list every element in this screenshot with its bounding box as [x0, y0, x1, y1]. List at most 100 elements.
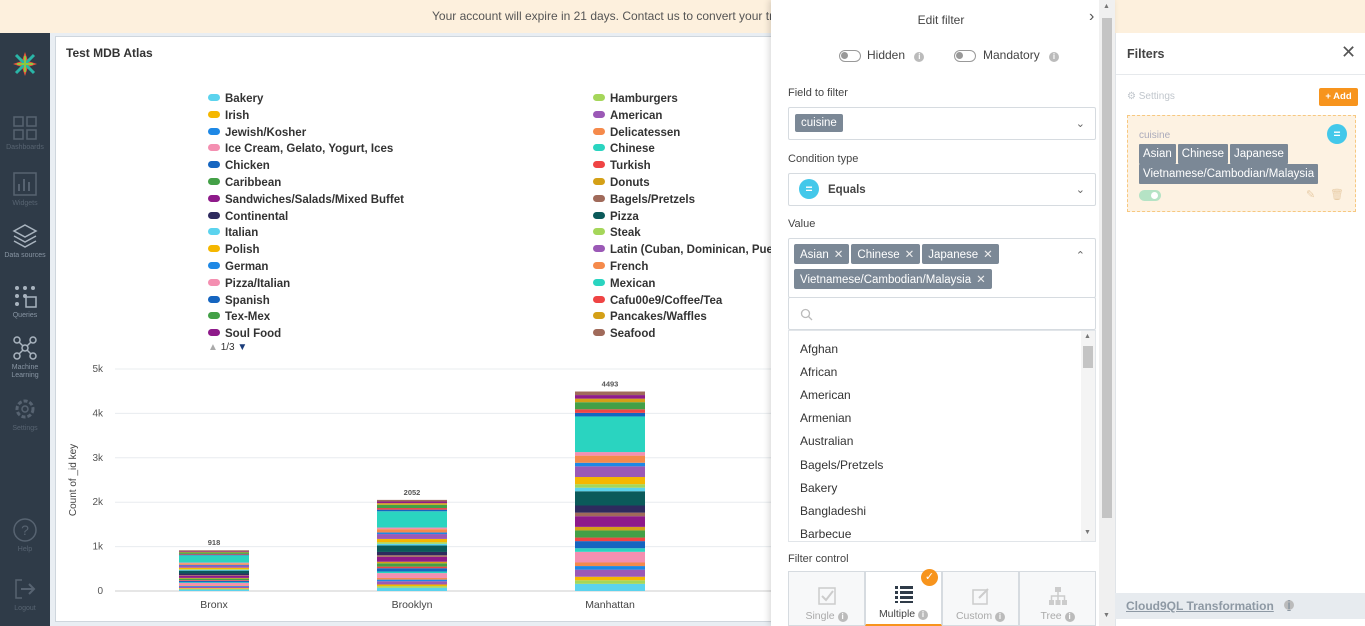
filter-card-toggle[interactable]	[1139, 190, 1161, 201]
cloud9ql-transformation-link[interactable]: Cloud9QL Transformation	[1126, 599, 1274, 613]
remove-chip-icon[interactable]: ✕	[976, 274, 986, 286]
control-single[interactable]: Single i	[788, 571, 865, 626]
legend-item[interactable]: French	[593, 260, 648, 277]
legend-item[interactable]: Caribbean	[208, 176, 281, 193]
nav-widgets[interactable]: Widgets	[0, 171, 50, 208]
hidden-toggle[interactable]	[839, 50, 861, 62]
info-icon[interactable]: i	[837, 612, 848, 622]
add-filter-button[interactable]: + Add	[1319, 88, 1358, 106]
nav-logout[interactable]: Logout	[0, 576, 50, 613]
control-tree[interactable]: Tree i	[1019, 571, 1096, 626]
info-icon[interactable]: i	[918, 610, 929, 620]
control-multiple[interactable]: Multiple i ✓	[865, 569, 942, 626]
legend-item[interactable]: Ice Cream, Gelato, Yogurt, Ices	[208, 142, 393, 159]
legend-item[interactable]: Donuts	[593, 176, 650, 193]
legend-item[interactable]: Continental	[208, 210, 288, 227]
legend-item[interactable]: Sandwiches/Salads/Mixed Buffet	[208, 193, 404, 210]
bar-value-label: 4493	[602, 380, 619, 389]
legend-item[interactable]: German	[208, 260, 268, 277]
legend-item[interactable]: Irish	[208, 109, 249, 126]
option-item[interactable]: Barbecue	[800, 526, 852, 541]
option-item[interactable]: American	[800, 388, 851, 403]
mandatory-toggle[interactable]	[954, 50, 976, 62]
legend-item[interactable]: Chinese	[593, 142, 655, 159]
close-icon[interactable]: ✕	[1341, 42, 1357, 62]
legend-item[interactable]: Seafood	[593, 327, 655, 344]
option-scroll-thumb[interactable]	[1083, 346, 1093, 368]
control-custom[interactable]: Custom i	[942, 571, 1019, 626]
legend-item[interactable]: Italian	[208, 226, 258, 243]
chevron-down-icon[interactable]: ⌄	[1075, 117, 1085, 130]
legend-item[interactable]: American	[593, 109, 662, 126]
legend-label: Chinese	[610, 143, 655, 156]
option-item[interactable]: Australian	[800, 434, 854, 449]
option-item[interactable]: Bangladeshi	[800, 503, 867, 518]
legend-item[interactable]: Pizza	[593, 210, 639, 227]
scroll-up-icon[interactable]: ▲	[1103, 3, 1110, 10]
remove-chip-icon[interactable]: ✕	[833, 249, 844, 261]
legend-item[interactable]: Hamburgers	[593, 92, 678, 109]
legend-item[interactable]: Pancakes/Waffles	[593, 310, 707, 327]
mandatory-label: Mandatory i	[983, 48, 1060, 62]
condition-select[interactable]: = Equals ⌄	[788, 173, 1096, 206]
chevron-up-icon[interactable]: ⌃	[1075, 250, 1085, 262]
legend-swatch	[208, 94, 220, 101]
option-item[interactable]: African	[800, 365, 838, 380]
legend-item[interactable]: Mexican	[593, 277, 655, 294]
info-icon[interactable]: i	[1284, 599, 1294, 611]
collapse-chevron-icon[interactable]: ›	[1089, 8, 1095, 25]
nav-logout-label: Logout	[14, 605, 36, 612]
info-icon[interactable]: i	[1064, 612, 1075, 622]
legend-item[interactable]: Steak	[593, 226, 641, 243]
info-icon[interactable]: i	[1049, 52, 1060, 62]
remove-chip-icon[interactable]: ✕	[904, 249, 915, 261]
legend-item[interactable]: Chicken	[208, 159, 270, 176]
legend-item[interactable]: Latin (Cuban, Dominican, Puer	[593, 243, 777, 260]
info-icon[interactable]: i	[995, 612, 1006, 622]
nav-queries[interactable]: Queries	[0, 283, 50, 320]
nav-machine-learning[interactable]: Machine Learning	[0, 335, 50, 380]
scroll-down-icon[interactable]: ▼	[1103, 612, 1110, 619]
legend-item[interactable]: Tex-Mex	[208, 310, 270, 327]
legend-item[interactable]: Polish	[208, 243, 260, 260]
nav-machine-learning-label: Machine Learning	[11, 364, 39, 379]
edit-pencil-icon[interactable]: ✎	[1306, 189, 1316, 201]
legend-item[interactable]: Pizza/Italian	[208, 277, 290, 294]
remove-chip-icon[interactable]: ✕	[983, 249, 993, 261]
option-item[interactable]: Afghan	[800, 342, 839, 356]
pager-up-icon[interactable]: ▲	[208, 342, 218, 353]
legend-item[interactable]: Jewish/Kosher	[208, 126, 306, 143]
nav-data-sources[interactable]: Data sources	[0, 223, 50, 260]
legend-item[interactable]: Soul Food	[208, 327, 281, 344]
edit-panel-scroll-thumb[interactable]	[1102, 18, 1112, 518]
field-select[interactable]: cuisine ⌄	[788, 107, 1096, 140]
value-multiselect[interactable]: Asian ✕ Chinese ✕ Japanese ✕Vietnamese/Cambod…	[788, 238, 1096, 298]
filter-settings-link[interactable]: ⚙ Settings	[1127, 91, 1175, 102]
option-search[interactable]	[788, 297, 1096, 330]
app-logo-icon[interactable]	[11, 50, 39, 78]
filter-card-cuisine[interactable]: cuisine = Asian Chinese JapaneseVietnamese…	[1127, 115, 1356, 212]
option-item[interactable]: Bakery	[800, 480, 838, 495]
legend-item[interactable]: Turkish	[593, 159, 651, 176]
chevron-down-icon[interactable]: ⌄	[1075, 183, 1085, 196]
nav-dashboards[interactable]: Dashboards	[0, 115, 50, 152]
legend-item[interactable]: Bagels/Pretzels	[593, 193, 695, 210]
legend-item[interactable]: Bakery	[208, 92, 263, 109]
nav-help[interactable]: ? Help	[0, 517, 50, 554]
pager-down-icon[interactable]: ▼	[237, 342, 248, 353]
legend-item[interactable]: Spanish	[208, 294, 270, 311]
scroll-down-icon[interactable]: ▼	[1084, 529, 1091, 536]
scroll-up-icon[interactable]: ▲	[1084, 333, 1091, 340]
legend-item[interactable]: Cafu00e9/Coffee/Tea	[593, 294, 722, 311]
trash-icon[interactable]: 🗑	[1330, 189, 1344, 201]
edit-panel-scrollbar[interactable]: ▲ ▼	[1099, 0, 1115, 626]
nav-settings[interactable]: Settings	[0, 396, 50, 433]
option-item[interactable]: Bagels/Pretzels	[800, 457, 884, 472]
y-axis-label: Count of _id key	[68, 444, 79, 516]
info-icon[interactable]: i	[914, 52, 925, 62]
option-item[interactable]: Armenian	[800, 411, 852, 426]
cloud9ql-transformation-bar[interactable]: Cloud9QL Transformation i	[1115, 593, 1365, 619]
option-scrollbar[interactable]: ▲ ▼	[1081, 331, 1095, 541]
bar-segment	[575, 484, 645, 488]
legend-item[interactable]: Delicatessen	[593, 126, 680, 143]
